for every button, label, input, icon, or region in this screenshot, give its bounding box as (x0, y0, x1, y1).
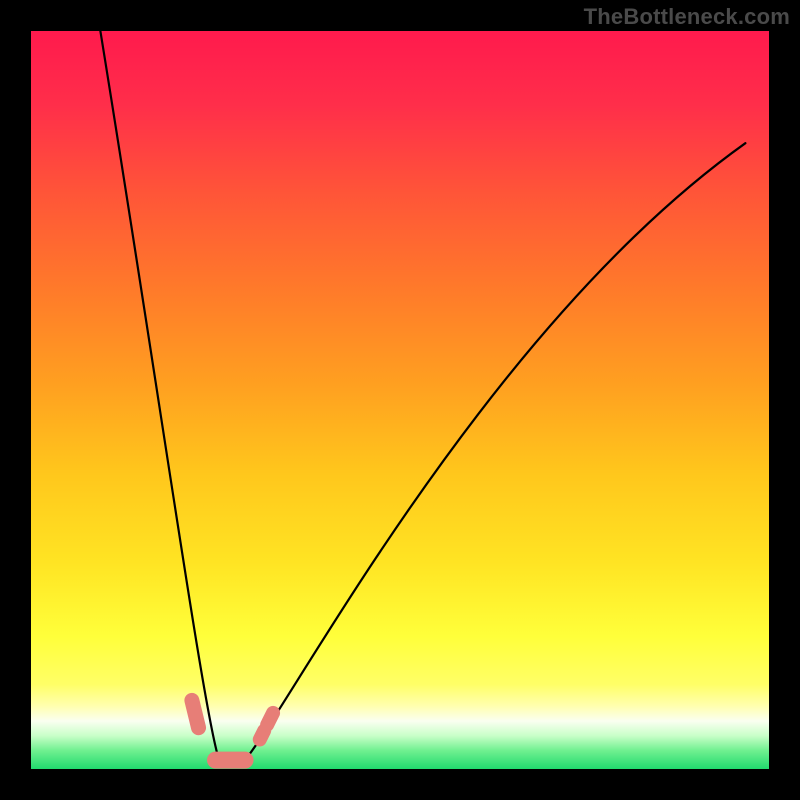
chart-canvas: TheBottleneck.com (0, 0, 800, 800)
bottleneck-curve-chart (0, 0, 800, 800)
data-marker (267, 713, 273, 725)
data-marker (260, 731, 264, 740)
gradient-background (31, 31, 769, 769)
watermark-text: TheBottleneck.com (584, 4, 790, 30)
data-marker (192, 700, 199, 727)
